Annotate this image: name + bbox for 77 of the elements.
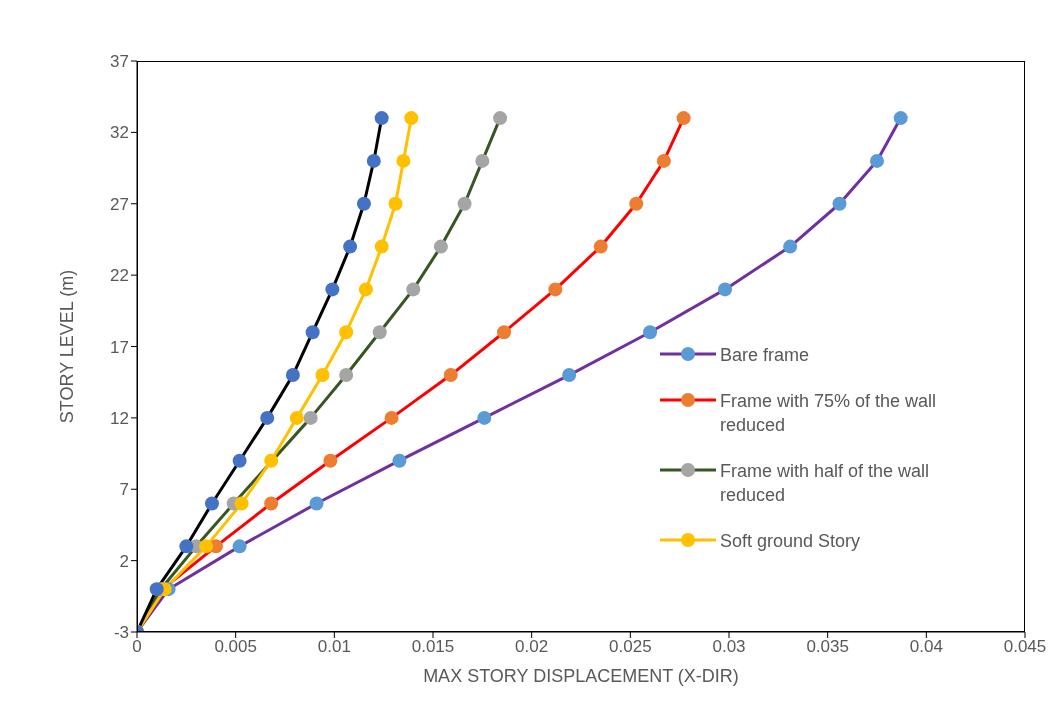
x-tick-label: 0.025	[609, 637, 652, 657]
point	[204, 496, 219, 511]
point	[285, 368, 300, 383]
point	[315, 368, 330, 383]
point	[718, 282, 733, 297]
y-tick-label: 17	[110, 337, 129, 357]
point	[593, 239, 608, 254]
point	[406, 282, 421, 297]
point	[457, 196, 472, 211]
point	[374, 239, 389, 254]
point	[179, 539, 194, 554]
point	[305, 325, 320, 340]
point	[870, 153, 884, 168]
legend-label: Frame with half of the wall reduced	[720, 460, 931, 507]
legend-label: Bare frame	[720, 344, 810, 367]
point	[783, 239, 798, 254]
point	[303, 410, 318, 425]
y-tick-label: 32	[110, 123, 129, 143]
point	[643, 325, 658, 340]
x-tick-label: 0.01	[317, 637, 351, 657]
point	[325, 282, 340, 297]
point	[548, 282, 563, 297]
point	[323, 453, 338, 468]
x-tick-label: 0.035	[806, 637, 849, 657]
point	[832, 196, 847, 211]
x-tick-label: 0.005	[214, 637, 257, 657]
point	[562, 368, 577, 383]
point	[264, 496, 279, 511]
point	[309, 496, 324, 511]
x-tick-label: 0.045	[1003, 637, 1047, 657]
point	[893, 111, 908, 126]
x-tick-label: 0.015	[411, 637, 455, 657]
y-tick-label: 7	[119, 480, 129, 500]
point	[443, 368, 458, 383]
point	[629, 196, 644, 211]
point	[384, 410, 399, 425]
point	[433, 239, 448, 254]
point	[404, 111, 419, 126]
point	[199, 539, 214, 554]
point	[372, 325, 387, 340]
point	[264, 453, 279, 468]
x-tick-label: 0	[132, 637, 142, 657]
point	[356, 196, 371, 211]
x-tick-label: 0.04	[909, 637, 943, 657]
point	[477, 410, 492, 425]
legend-label: Soft ground Story	[720, 530, 861, 553]
point	[374, 111, 389, 126]
y-axis-title: STORY LEVEL (m)	[57, 269, 78, 424]
point	[260, 410, 275, 425]
point	[234, 496, 249, 511]
y-tick-label: 37	[110, 52, 129, 72]
y-tick-label: -3	[113, 623, 129, 643]
y-tick-label: 12	[110, 408, 129, 428]
x-axis-title: MAX STORY DISPLACEMENT (X-DIR)	[423, 666, 739, 686]
point	[493, 111, 508, 126]
point	[232, 453, 247, 468]
point	[339, 325, 354, 340]
point	[392, 453, 407, 468]
y-tick-label: 27	[110, 194, 129, 214]
x-tick-label: 0.02	[515, 637, 549, 657]
point	[149, 582, 164, 597]
point	[656, 153, 671, 168]
point	[475, 153, 490, 168]
point	[232, 539, 247, 554]
point	[676, 111, 691, 126]
point	[289, 410, 304, 425]
point	[343, 239, 358, 254]
point	[497, 325, 512, 340]
y-tick-label: 2	[119, 551, 129, 571]
legend-label: Frame with 75% of the wall reduced	[720, 390, 938, 437]
x-tick-label: 0.03	[712, 637, 746, 657]
point	[339, 368, 354, 383]
point	[366, 153, 381, 168]
point	[388, 196, 403, 211]
point	[396, 153, 411, 168]
point	[358, 282, 373, 297]
y-tick-label: 22	[110, 266, 129, 286]
